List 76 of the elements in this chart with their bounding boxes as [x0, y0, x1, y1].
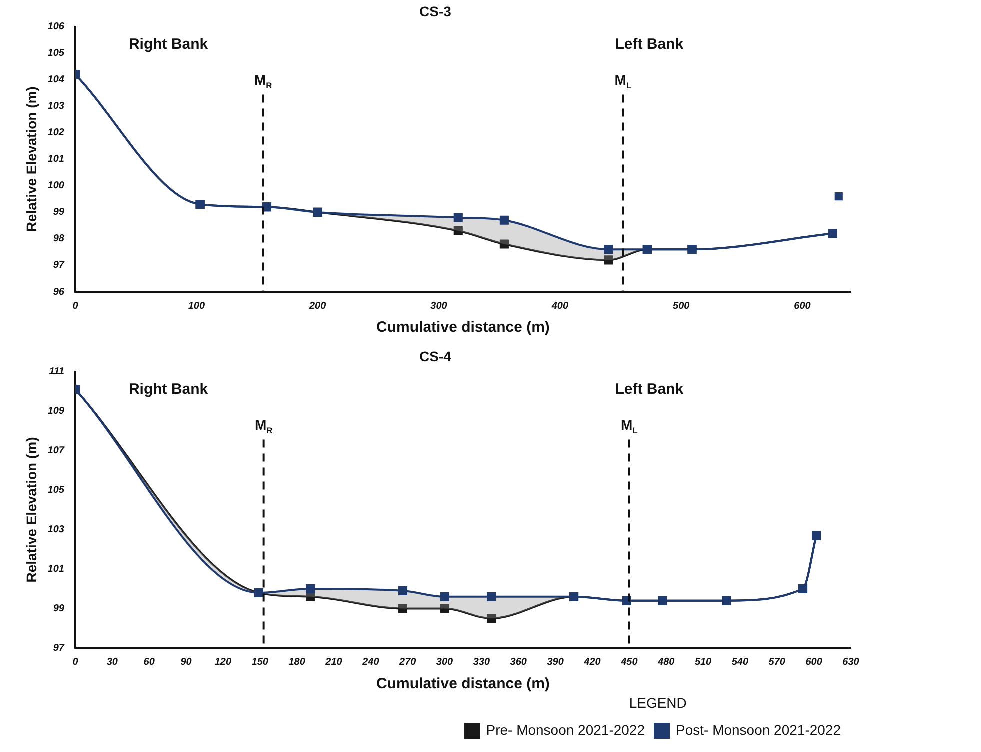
x-tick-label: 600: [794, 300, 812, 312]
y-tick-label: 103: [48, 524, 65, 536]
point: [834, 192, 843, 201]
x-tick-label: 300: [430, 300, 448, 312]
y-tick-label: 96: [53, 286, 65, 298]
x-tick-label: 200: [308, 300, 327, 312]
point: [604, 256, 614, 265]
chart-title: CS-4: [420, 348, 452, 364]
x-tick-label: 450: [620, 656, 638, 668]
y-tick-label: 107: [48, 446, 65, 457]
x-tick-label: 570: [768, 656, 786, 668]
x-tick-label: 120: [214, 656, 232, 668]
point: [500, 216, 509, 225]
x-tick-label: 270: [398, 656, 417, 668]
x-tick-label: 500: [673, 300, 690, 312]
point: [398, 586, 408, 596]
x-tick-label: 630: [842, 656, 860, 668]
legend-title: LEGEND: [629, 695, 687, 712]
annotation: Right Bank: [128, 36, 209, 53]
x-axis-title: Cumulative distance (m): [376, 319, 550, 336]
point: [487, 614, 496, 624]
x-tick-label: 300: [436, 656, 454, 668]
y-tick-label: 101: [48, 154, 65, 166]
x-tick-label: 510: [694, 656, 712, 668]
x-tick-label: 0: [72, 656, 79, 668]
y-tick-label: 104: [48, 74, 65, 86]
point: [487, 592, 496, 602]
x-axis-title: Cumulative distance (m): [376, 675, 550, 692]
x-tick-label: 540: [732, 656, 749, 668]
y-tick-label: 98: [53, 234, 65, 245]
y-tick-label: 99: [53, 603, 65, 614]
point: [454, 213, 463, 222]
y-tick-label: 100: [48, 180, 65, 192]
y-tick-label: 105: [48, 48, 65, 60]
x-tick-label: 100: [188, 300, 206, 312]
y-tick-label: 101: [48, 564, 65, 575]
annotation: Left Bank: [615, 380, 684, 398]
x-tick-label: 330: [473, 656, 490, 668]
point: [306, 592, 316, 602]
annotation: Right Bank: [128, 380, 209, 398]
chart-title: CS-3: [420, 3, 452, 20]
x-tick-label: 390: [547, 656, 564, 668]
y-tick-label: 97: [53, 260, 65, 272]
x-tick-label: 0: [72, 300, 79, 312]
point: [440, 592, 450, 602]
y-tick-label: 109: [48, 406, 65, 418]
point: [440, 604, 450, 614]
x-tick-label: 600: [806, 656, 823, 668]
y-tick-label: 111: [49, 366, 65, 378]
x-tick-label: 60: [144, 656, 156, 668]
y-tick-label: 103: [48, 101, 65, 112]
legend-label: Post- Monsoon 2021-2022: [676, 722, 842, 738]
y-tick-label: 99: [53, 207, 65, 218]
x-tick-label: 240: [362, 656, 380, 668]
x-tick-label: 180: [288, 656, 306, 668]
y-axis-title: Relative Elevation (m): [23, 437, 40, 583]
point: [398, 604, 408, 614]
x-tick-label: 150: [252, 656, 269, 668]
point: [500, 240, 509, 249]
y-tick-label: 105: [48, 485, 65, 496]
x-tick-label: 480: [657, 656, 676, 668]
point: [604, 245, 614, 254]
x-tick-label: 90: [180, 656, 192, 668]
y-tick-label: 106: [48, 22, 65, 33]
legend-label: Pre- Monsoon 2021-2022: [486, 722, 646, 738]
point: [306, 584, 316, 594]
x-tick-label: 420: [583, 656, 602, 668]
y-axis-title: Relative Elevation (m): [23, 86, 40, 232]
annotation: Left Bank: [615, 36, 684, 53]
x-tick-label: 400: [550, 300, 569, 312]
x-tick-label: 210: [324, 656, 343, 668]
x-tick-label: 30: [106, 656, 118, 668]
y-tick-label: 102: [48, 128, 65, 139]
point: [454, 226, 463, 236]
x-tick-label: 360: [510, 656, 528, 668]
y-tick-label: 97: [53, 642, 65, 654]
